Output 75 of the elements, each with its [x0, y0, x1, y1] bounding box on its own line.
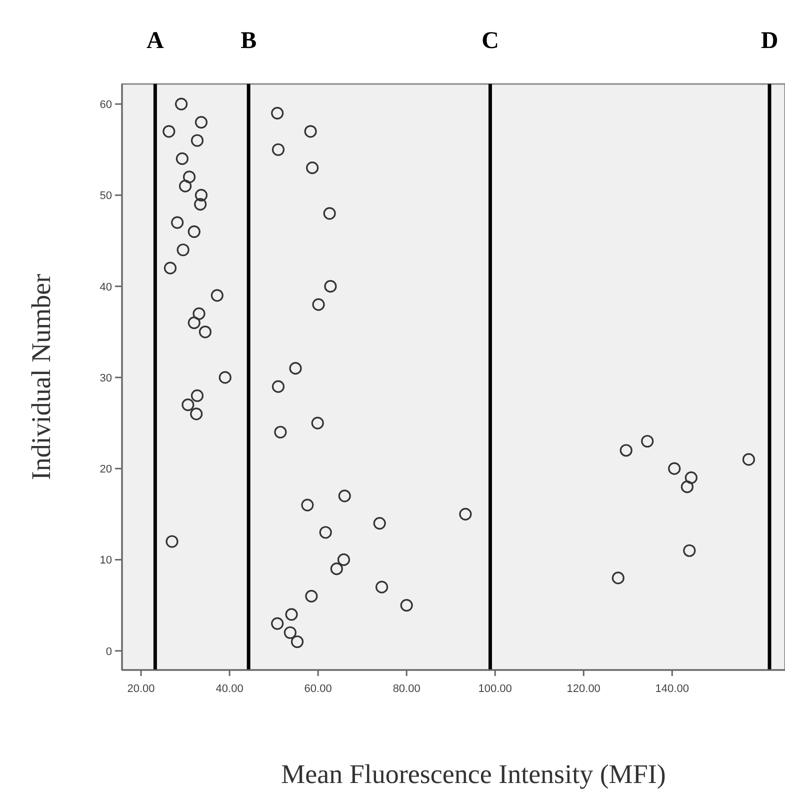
y-tick-label: 20: [100, 464, 112, 476]
point: [194, 198, 207, 211]
y-axis-title: Individual Number: [26, 274, 56, 480]
point: [285, 608, 298, 621]
point: [290, 635, 304, 648]
point: [376, 580, 388, 594]
point: [171, 216, 184, 229]
point: [373, 516, 386, 530]
point: [190, 389, 204, 402]
point: [198, 326, 212, 338]
point: [182, 170, 196, 184]
point: [210, 289, 224, 302]
point: [166, 535, 178, 548]
point: [668, 462, 681, 475]
point: [680, 480, 694, 494]
x-axis-title: Mean Fluorescence Intensity (MFI): [281, 759, 666, 789]
point: [182, 398, 194, 412]
point: [683, 544, 696, 557]
point: [459, 508, 472, 520]
point: [612, 572, 624, 584]
point: [176, 152, 188, 166]
point: [338, 490, 351, 502]
point: [306, 162, 319, 174]
y-tick-label: 40: [100, 281, 112, 294]
point: [194, 188, 208, 202]
point: [400, 598, 413, 612]
y-tick-label: 0: [106, 646, 112, 658]
ref-line-label: C: [482, 28, 499, 54]
point: [164, 262, 177, 274]
y-tick-label: 50: [100, 190, 112, 202]
point: [190, 134, 204, 147]
x-tick-label: 100.00: [478, 683, 512, 695]
x-tick-label: 80.00: [392, 683, 420, 695]
point: [304, 125, 317, 138]
point: [311, 416, 324, 430]
point: [271, 617, 284, 630]
point: [312, 298, 325, 311]
ref-line-label: B: [240, 28, 257, 54]
point: [274, 426, 287, 438]
point: [641, 434, 654, 448]
ref-line-label: D: [760, 28, 778, 54]
x-tick-label: 20.00: [127, 683, 155, 695]
point: [175, 98, 188, 110]
point: [319, 526, 332, 539]
point: [323, 207, 336, 220]
x-tick-label: 60.00: [304, 683, 332, 695]
point: [305, 590, 318, 602]
point: [684, 471, 698, 484]
point: [337, 553, 350, 566]
point: [324, 280, 337, 293]
ref-line-label: A: [146, 28, 165, 54]
x-tick-label: 120.00: [566, 683, 600, 695]
point: [218, 371, 232, 384]
point: [188, 225, 200, 238]
point: [190, 408, 203, 420]
point: [620, 444, 632, 457]
y-tick-label: 10: [100, 554, 112, 567]
point: [742, 453, 756, 466]
point: [188, 316, 200, 330]
point: [162, 125, 176, 138]
y-tick-label: 60: [100, 99, 112, 112]
point: [178, 180, 192, 192]
point: [176, 244, 190, 256]
x-tick-label: 40.00: [216, 683, 244, 695]
point: [192, 307, 206, 320]
point: [272, 143, 285, 156]
point: [289, 362, 302, 375]
x-tick-label: 140.00: [655, 683, 689, 695]
point: [330, 562, 343, 576]
point: [301, 498, 314, 512]
point: [272, 380, 285, 393]
point: [271, 106, 284, 120]
y-tick-label: 30: [100, 372, 112, 384]
point: [284, 626, 296, 639]
point: [194, 116, 208, 129]
